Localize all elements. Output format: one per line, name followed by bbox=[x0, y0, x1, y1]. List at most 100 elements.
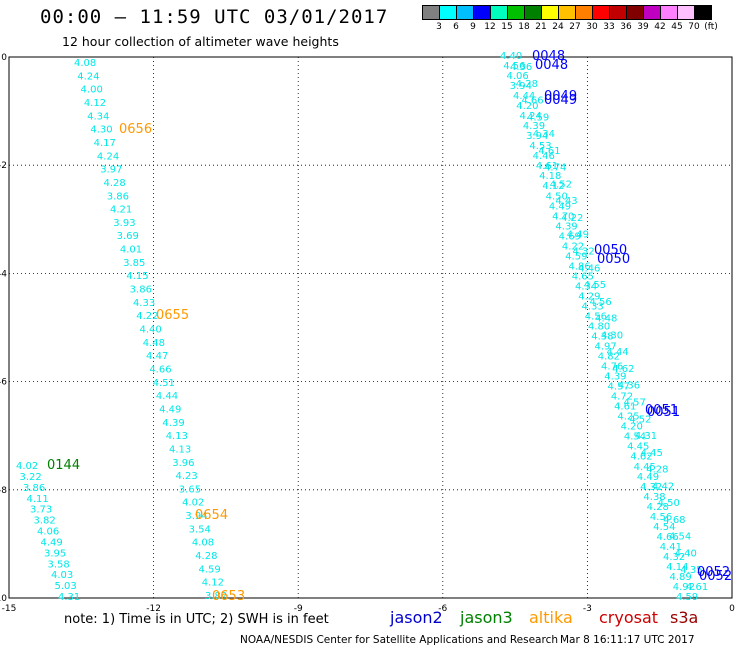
swh-label: 3.94 bbox=[526, 131, 548, 142]
swh-label: 4.02 bbox=[16, 461, 38, 472]
swh-label: 4.48 bbox=[595, 314, 617, 325]
color-scale-label: 70 bbox=[688, 22, 700, 32]
y-tick-label: -4 bbox=[0, 269, 7, 279]
color-scale-label: 12 bbox=[484, 22, 496, 32]
color-scale-label: 27 bbox=[569, 22, 581, 32]
pass-time-label: 0048 bbox=[535, 58, 568, 73]
x-tick-label: -3 bbox=[583, 604, 592, 614]
swh-label: 4.68 bbox=[663, 515, 685, 526]
pass-time-label: 0049 bbox=[544, 93, 577, 108]
swh-label: 4.30 bbox=[601, 330, 623, 341]
swh-label: 4.31 bbox=[635, 431, 657, 442]
swh-label: 4.59 bbox=[198, 564, 220, 575]
swh-label: 4.35 bbox=[680, 565, 702, 576]
swh-label: 3.65 bbox=[179, 484, 201, 495]
swh-label: 4.33 bbox=[581, 301, 603, 312]
swh-label: 4.44 bbox=[513, 91, 535, 102]
swh-label: 4.45 bbox=[627, 442, 649, 453]
swh-label: 4.28 bbox=[647, 502, 669, 513]
pass-time-label: 0654 bbox=[195, 508, 228, 523]
swh-label: 3.86 bbox=[23, 483, 45, 494]
y-tick-label: -2 bbox=[0, 161, 7, 171]
pass-time-label: 0655 bbox=[156, 308, 189, 323]
y-tick-label: -8 bbox=[0, 486, 7, 496]
swh-label: 4.23 bbox=[176, 471, 198, 482]
swh-label: 4.36 bbox=[510, 62, 532, 73]
swh-label: 4.01 bbox=[120, 245, 142, 256]
swh-label: 4.39 bbox=[523, 121, 545, 132]
swh-label: 4.12 bbox=[542, 181, 564, 192]
swh-label: 4.28 bbox=[195, 551, 217, 562]
swh-label: 4.32 bbox=[572, 247, 594, 258]
swh-label: 4.80 bbox=[588, 322, 610, 333]
swh-label: 4.15 bbox=[126, 271, 148, 282]
swh-label: 4.12 bbox=[202, 578, 224, 589]
swh-label: 4.39 bbox=[604, 372, 626, 383]
pass-time-label: 0653 bbox=[212, 589, 245, 604]
swh-label: 3.93 bbox=[113, 218, 135, 229]
swh-label: 4.48 bbox=[143, 338, 165, 349]
swh-label: 4.61 bbox=[614, 402, 636, 413]
swh-label: 4.21 bbox=[110, 205, 132, 216]
color-scale-bar bbox=[422, 5, 712, 20]
swh-label: 4.08 bbox=[192, 538, 214, 549]
swh-label: 4.30 bbox=[90, 125, 112, 136]
swh-label: 4.41 bbox=[660, 542, 682, 553]
swh-label: 4.49 bbox=[159, 404, 181, 415]
map-frame bbox=[8, 56, 733, 599]
color-scale-label: 18 bbox=[518, 22, 530, 32]
swh-label: 4.49 bbox=[637, 472, 659, 483]
pass-time-label: 0051 bbox=[645, 403, 678, 418]
x-tick-label: -15 bbox=[2, 604, 17, 614]
swh-label: 4.59 bbox=[676, 592, 698, 603]
pass-time-label: 0050 bbox=[594, 243, 627, 258]
swh-label: 4.49 bbox=[567, 230, 589, 241]
swh-label: 4.32 bbox=[663, 552, 685, 563]
pass-time-label: 0144 bbox=[47, 458, 80, 473]
swh-label: 3.94 bbox=[510, 81, 532, 92]
swh-label: 4.38 bbox=[643, 492, 665, 503]
color-scale-label: 33 bbox=[603, 22, 615, 32]
swh-label: 4.06 bbox=[37, 527, 59, 538]
color-scale-label: 3 bbox=[436, 22, 442, 32]
color-scale-label: 6 bbox=[453, 22, 459, 32]
swh-label: 4.32 bbox=[640, 482, 662, 493]
y-tick-label: -10 bbox=[0, 594, 7, 604]
swh-label: 4.52 bbox=[629, 414, 651, 425]
swh-label: 4.82 bbox=[598, 352, 620, 363]
swh-label: 4.66 bbox=[656, 532, 678, 543]
swh-label: 3.97 bbox=[100, 165, 122, 176]
footer-credit: NOAA/NESDIS Center for Satellite Applica… bbox=[240, 634, 558, 646]
swh-label: 4.38 bbox=[591, 332, 613, 343]
swh-label: 4.39 bbox=[555, 221, 577, 232]
pass-time-label: 0656 bbox=[119, 122, 152, 137]
legend-item-jason2: jason2 bbox=[390, 608, 443, 627]
swh-label: 4.34 bbox=[575, 281, 597, 292]
color-scale-label: 15 bbox=[501, 22, 513, 32]
swh-label: 4.45 bbox=[641, 448, 663, 459]
swh-label: 4.61 bbox=[538, 146, 560, 157]
swh-label: 4.17 bbox=[94, 138, 116, 149]
pass-time-label: 0049 bbox=[544, 89, 577, 104]
swh-label: 4.43 bbox=[555, 196, 577, 207]
swh-label: 4.50 bbox=[658, 498, 680, 509]
swh-label: 4.31 bbox=[58, 592, 80, 603]
swh-label: 4.28 bbox=[646, 465, 668, 476]
color-scale-label: 39 bbox=[637, 22, 649, 32]
swh-label: 4.24 bbox=[77, 71, 99, 82]
pass-time-label: 0050 bbox=[597, 252, 630, 267]
swh-label: 4.62 bbox=[612, 364, 634, 375]
footer-timestamp: Mar 8 16:11:17 UTC 2017 bbox=[560, 634, 695, 646]
color-scale-label: 24 bbox=[552, 22, 564, 32]
swh-label: 4.29 bbox=[578, 291, 600, 302]
swh-label: 4.66 bbox=[521, 96, 543, 107]
swh-label: 3.54 bbox=[189, 524, 211, 535]
swh-label: 3.95 bbox=[44, 548, 66, 559]
swh-label: 4.56 bbox=[585, 311, 607, 322]
swh-label: 3.58 bbox=[48, 559, 70, 570]
swh-label: 4.51 bbox=[153, 378, 175, 389]
x-tick-label: 0 bbox=[729, 604, 735, 614]
swh-label: 4.62 bbox=[630, 452, 652, 463]
y-tick-label: 0 bbox=[1, 53, 7, 63]
